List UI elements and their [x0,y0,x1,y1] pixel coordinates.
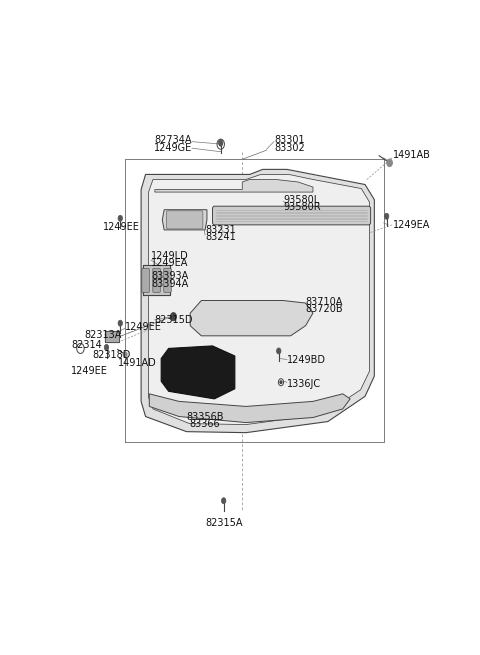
Text: 82315A: 82315A [205,519,242,529]
Text: 83231: 83231 [205,225,236,235]
Text: 1336JC: 1336JC [287,379,321,388]
Circle shape [123,352,127,357]
Circle shape [219,142,222,146]
Text: 83393A: 83393A [151,271,188,281]
FancyBboxPatch shape [153,269,160,292]
Circle shape [387,159,393,167]
Polygon shape [141,170,374,433]
FancyBboxPatch shape [142,269,149,292]
Circle shape [104,345,109,350]
Polygon shape [143,265,170,295]
Circle shape [276,348,281,354]
Text: 1249GE: 1249GE [154,143,192,153]
FancyBboxPatch shape [213,206,371,225]
Text: 82315D: 82315D [155,314,193,325]
Text: 1249EE: 1249EE [103,223,140,233]
Text: 83301: 83301 [274,135,304,145]
Text: 83356B: 83356B [186,411,224,422]
Text: 83366: 83366 [190,419,220,429]
Text: 83720B: 83720B [305,304,343,314]
Text: 93580L: 93580L [283,195,320,204]
Text: 1249EE: 1249EE [71,366,108,376]
Text: 82314: 82314 [71,340,102,350]
Text: 1249EA: 1249EA [393,220,430,230]
Circle shape [170,312,177,321]
Text: 83394A: 83394A [151,279,188,289]
Text: 1249BD: 1249BD [287,354,326,365]
Polygon shape [149,394,350,422]
Text: 83710A: 83710A [305,297,343,307]
Circle shape [118,320,122,326]
Circle shape [221,498,226,504]
Polygon shape [148,174,370,424]
Circle shape [218,140,223,145]
Text: 82318D: 82318D [93,350,131,360]
Text: 1491AB: 1491AB [393,150,431,160]
Text: 1249EA: 1249EA [151,258,189,268]
Polygon shape [162,210,207,230]
Text: 83302: 83302 [274,143,305,153]
Text: 93580R: 93580R [283,202,321,212]
Polygon shape [190,301,313,336]
FancyBboxPatch shape [164,269,171,292]
Text: 83241: 83241 [205,233,236,242]
Circle shape [280,381,282,383]
Circle shape [384,214,389,219]
Text: 1249EE: 1249EE [125,322,162,331]
Text: 1249LD: 1249LD [151,251,189,261]
Text: 82734A: 82734A [155,135,192,145]
Text: 82313A: 82313A [84,330,121,340]
Text: 1491AD: 1491AD [118,358,156,367]
Polygon shape [161,346,235,399]
Circle shape [118,215,122,221]
Polygon shape [105,331,119,342]
Polygon shape [155,179,313,192]
FancyBboxPatch shape [167,211,203,229]
